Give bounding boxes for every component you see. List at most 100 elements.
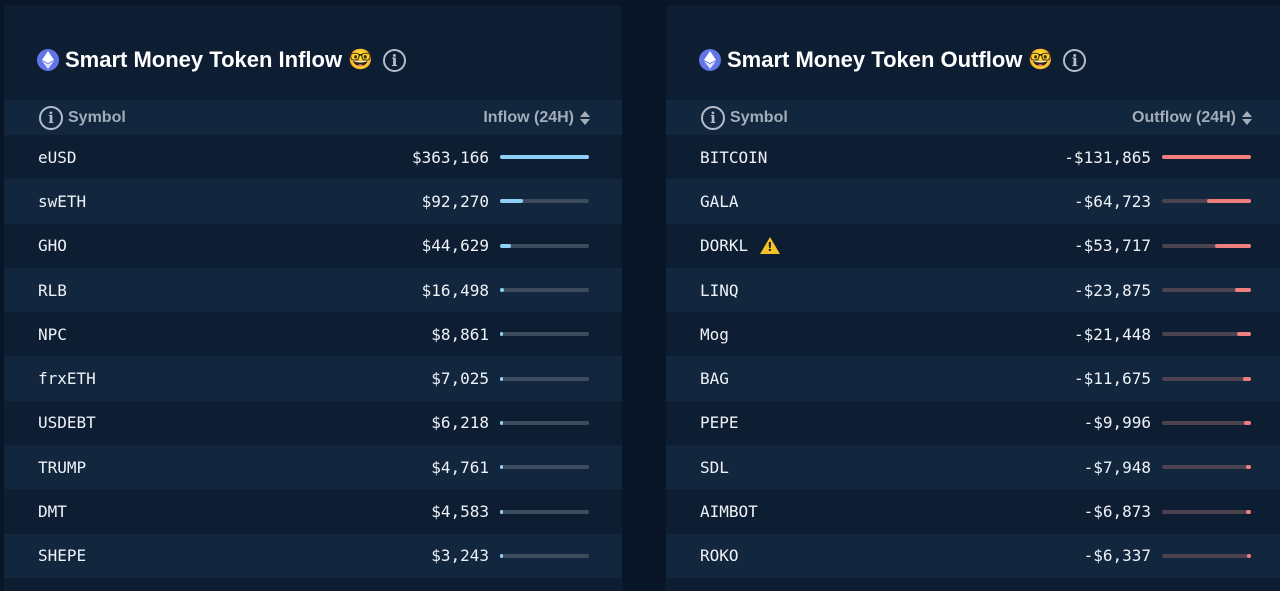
table-row[interactable]: GHO $44,629 — [4, 224, 622, 268]
flow-value: -$7,948 — [1083, 457, 1151, 477]
flow-bar-fill — [1244, 420, 1251, 425]
token-symbol-text: frxETH — [38, 369, 96, 389]
flow-bar-fill — [500, 155, 589, 160]
flow-bar-fill — [500, 553, 503, 558]
flow-value: -$6,337 — [1083, 546, 1151, 566]
table-row[interactable]: BITCOIN -$131,865 — [666, 135, 1280, 179]
flow-value: $4,761 — [431, 457, 489, 477]
symbol-column-header: i Symbol — [701, 100, 788, 135]
outflow-sort-header[interactable]: Outflow (24H) — [1132, 100, 1252, 135]
table-row[interactable]: PEPE -$9,996 — [666, 401, 1280, 445]
sort-icon[interactable] — [580, 110, 590, 125]
ethereum-icon — [699, 49, 721, 71]
table-row[interactable]: GALA -$64,723 — [666, 179, 1280, 224]
token-symbol[interactable]: AIMBOT — [700, 502, 758, 521]
table-row[interactable]: USDEBT $6,218 — [4, 401, 622, 445]
inflow-title: Smart Money Token Inflow 🤓 i — [37, 43, 406, 77]
token-symbol-text: AIMBOT — [700, 502, 758, 522]
flow-bar — [500, 288, 589, 293]
token-symbol[interactable]: SHEPE — [38, 546, 86, 565]
flow-value: $8,861 — [431, 324, 489, 344]
table-row[interactable]: AIMBOT -$6,873 — [666, 489, 1280, 533]
table-row[interactable]: SDL -$7,948 — [666, 445, 1280, 490]
flow-bar-fill — [1214, 243, 1251, 248]
table-row[interactable]: Mog -$21,448 — [666, 312, 1280, 356]
token-symbol-text: GALA — [700, 191, 739, 211]
token-symbol[interactable]: frxETH — [38, 369, 96, 388]
flow-value: -$64,723 — [1073, 191, 1151, 211]
token-symbol[interactable]: BITCOIN — [700, 148, 767, 167]
table-row[interactable]: frxETH $7,025 — [4, 356, 622, 401]
flow-bar-fill — [500, 199, 523, 204]
token-symbol-text: RLB — [38, 280, 67, 300]
inflow-rows: eUSD $363,166 swETH $92,270 GHO $44,629 RLB $16… — [4, 135, 622, 578]
table-row[interactable]: RLB $16,498 — [4, 267, 622, 313]
flow-bar-fill — [500, 420, 503, 425]
inflow-sort-header[interactable]: Inflow (24H) — [483, 100, 590, 135]
token-symbol-text: Mog — [700, 324, 729, 344]
table-row[interactable]: eUSD $363,166 — [4, 135, 622, 179]
token-symbol[interactable]: swETH — [38, 192, 86, 211]
flow-value: -$6,873 — [1083, 502, 1151, 522]
token-symbol-text: SDL — [700, 457, 729, 477]
token-symbol[interactable]: DMT — [38, 502, 67, 521]
token-symbol[interactable]: LINQ — [700, 281, 739, 300]
flow-bar-fill — [1234, 288, 1251, 293]
flow-bar — [500, 332, 589, 337]
table-row[interactable]: DORKL -$53,717 — [666, 224, 1280, 268]
table-row[interactable]: TRUMP $4,761 — [4, 445, 622, 490]
token-symbol[interactable]: eUSD — [38, 148, 77, 167]
flow-value: $363,166 — [411, 147, 489, 167]
flow-bar — [500, 509, 589, 514]
flow-bar — [1162, 465, 1251, 470]
flow-bar — [1162, 288, 1251, 293]
table-row[interactable]: DMT $4,583 — [4, 489, 622, 533]
table-row[interactable]: LINQ -$23,875 — [666, 267, 1280, 313]
flow-value: $7,025 — [431, 369, 489, 389]
flow-bar-fill — [1245, 465, 1251, 470]
flow-value: -$9,996 — [1083, 413, 1151, 433]
token-symbol[interactable]: TRUMP — [38, 458, 86, 477]
token-symbol-text: swETH — [38, 191, 87, 211]
flow-bar — [500, 420, 589, 425]
token-symbol[interactable]: DORKL — [700, 236, 781, 255]
flow-bar-fill — [1243, 376, 1251, 381]
info-icon[interactable]: i — [701, 105, 725, 130]
token-symbol-text: BITCOIN — [700, 147, 768, 167]
inflow-table-header: i Symbol Inflow (24H) — [4, 100, 622, 135]
token-symbol[interactable]: BAG — [700, 369, 729, 388]
flow-bar — [500, 376, 589, 381]
table-row[interactable]: NPC $8,861 — [4, 312, 622, 356]
table-row[interactable]: SHEPE $3,243 — [4, 533, 622, 578]
flow-value: $16,498 — [421, 280, 489, 300]
table-row[interactable]: ROKO -$6,337 — [666, 533, 1280, 578]
symbol-header-label: Symbol — [68, 108, 126, 126]
token-symbol[interactable]: SDL — [700, 458, 729, 477]
flow-value: -$53,717 — [1073, 236, 1151, 256]
flow-bar-fill — [500, 243, 511, 248]
info-icon[interactable]: i — [382, 48, 406, 72]
token-symbol[interactable]: RLB — [38, 281, 67, 300]
info-icon[interactable]: i — [39, 105, 63, 130]
flow-bar — [1162, 553, 1251, 558]
flow-bar — [1162, 243, 1251, 248]
outflow-panel: Smart Money Token Outflow 🤓 i i Symbol O… — [666, 5, 1280, 591]
sort-icon[interactable] — [1242, 110, 1252, 125]
token-symbol[interactable]: Mog — [700, 325, 729, 344]
flow-bar — [1162, 420, 1251, 425]
table-row[interactable]: swETH $92,270 — [4, 179, 622, 224]
token-symbol-text: TRUMP — [38, 457, 87, 477]
flow-bar-fill — [1246, 509, 1251, 514]
token-symbol[interactable]: GHO — [38, 236, 67, 255]
token-symbol[interactable]: NPC — [38, 325, 67, 344]
table-row[interactable]: BAG -$11,675 — [666, 356, 1280, 401]
token-symbol[interactable]: ROKO — [700, 546, 739, 565]
outflow-title: Smart Money Token Outflow 🤓 i — [699, 43, 1087, 77]
token-symbol[interactable]: GALA — [700, 192, 739, 211]
flow-value: $92,270 — [421, 191, 489, 211]
token-symbol-text: PEPE — [700, 413, 739, 433]
warning-icon — [760, 237, 781, 255]
token-symbol[interactable]: USDEBT — [38, 413, 96, 432]
info-icon[interactable]: i — [1063, 48, 1087, 72]
token-symbol[interactable]: PEPE — [700, 413, 739, 432]
